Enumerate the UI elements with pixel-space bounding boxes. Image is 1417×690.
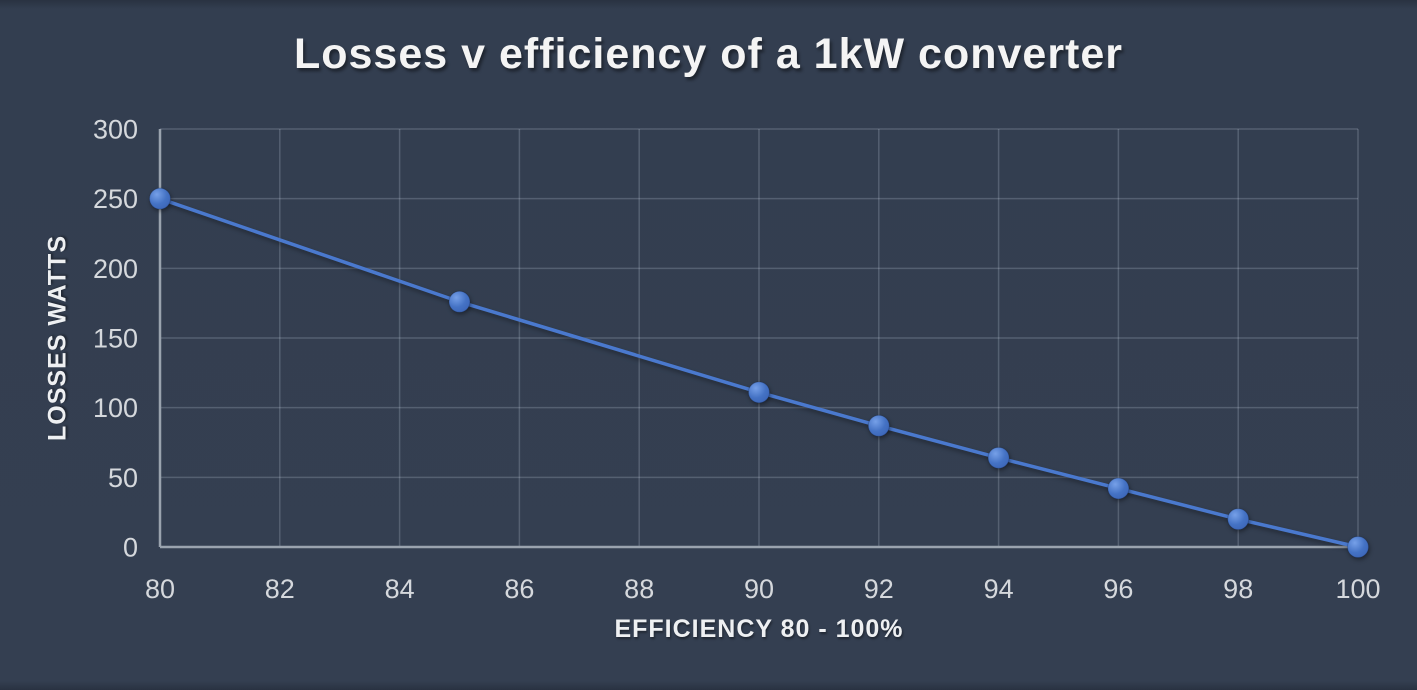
- y-tick-label: 0: [123, 533, 138, 563]
- data-point-marker: [1107, 477, 1130, 500]
- y-tick-label: 250: [93, 184, 138, 214]
- y-tick-label: 100: [93, 393, 138, 423]
- tick-labels: 0 50 100 150 200 250 300 80 82 84 86 88 90 92 94 96 98 10…: [93, 115, 1381, 605]
- x-tick-label: 98: [1223, 574, 1253, 604]
- x-tick-label: 80: [145, 574, 175, 604]
- y-tick-label: 200: [93, 254, 138, 284]
- data-point-marker: [448, 290, 471, 313]
- data-point-marker: [149, 187, 171, 210]
- x-tick-label: 84: [385, 574, 415, 604]
- x-tick-label: 96: [1103, 574, 1133, 604]
- data-point-marker: [1227, 508, 1250, 531]
- x-tick-label: 86: [504, 574, 534, 604]
- losses-line-series: [149, 187, 1369, 558]
- data-point-marker: [987, 446, 1010, 469]
- x-tick-label: 100: [1335, 574, 1380, 604]
- y-tick-label: 50: [108, 463, 138, 493]
- gridlines: [159, 128, 1359, 548]
- x-tick-label: 90: [744, 574, 774, 604]
- data-point-marker: [867, 414, 890, 437]
- losses-line: [158, 196, 1360, 549]
- x-tick-label: 94: [984, 574, 1014, 604]
- data-point-marker: [1347, 536, 1369, 558]
- x-tick-label: 88: [624, 574, 654, 604]
- x-tick-label: 82: [265, 574, 295, 604]
- y-tick-label: 300: [93, 115, 138, 145]
- x-tick-label: 92: [864, 574, 894, 604]
- chart-title: Losses v efficiency of a 1kW converter: [293, 30, 1124, 78]
- y-tick-label: 150: [93, 324, 138, 354]
- data-point-marker: [748, 381, 770, 404]
- x-axis-title: EFFICIENCY 80 - 100%: [614, 615, 904, 643]
